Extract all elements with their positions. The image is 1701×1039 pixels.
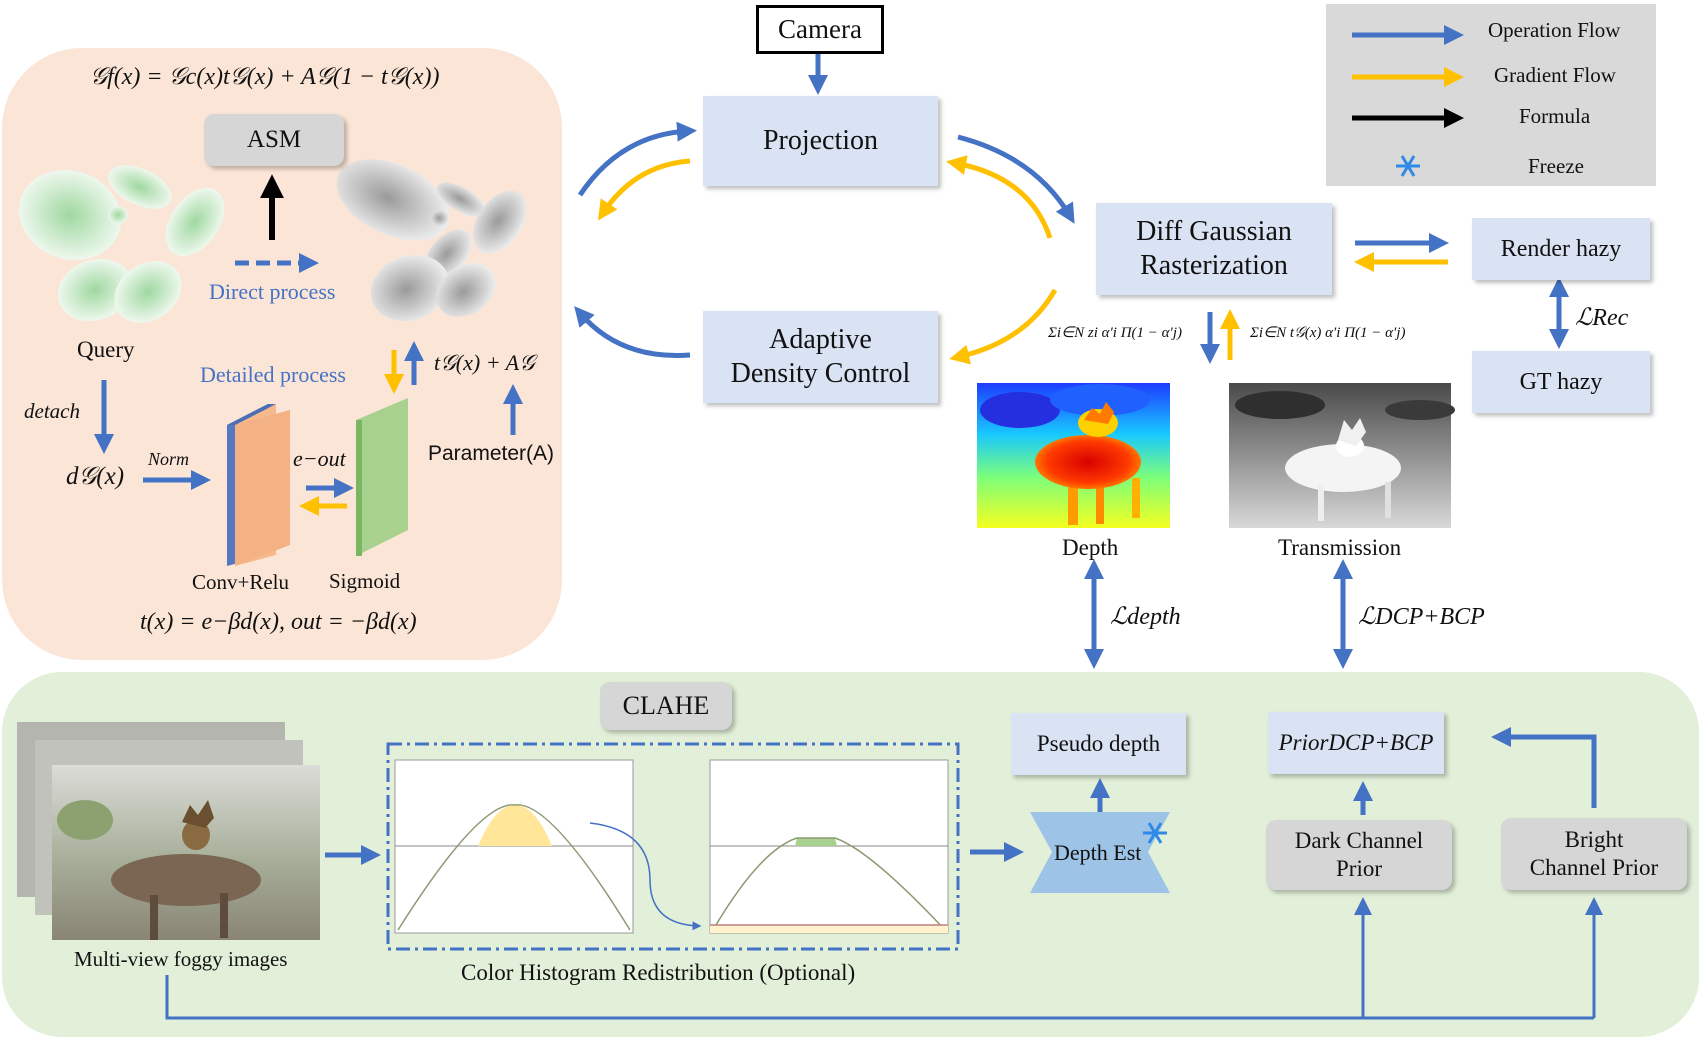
multiview-label: Multi-view foggy images: [74, 947, 288, 971]
projection-box: Projection: [703, 96, 938, 186]
loss-depth-label: ℒdepth: [1110, 604, 1181, 630]
asm-box: ASM: [204, 114, 344, 166]
conv-relu-label: Conv+Relu: [192, 570, 290, 594]
legend-gradient-flow: Gradient Flow: [1494, 63, 1616, 87]
sigmoid-label: Sigmoid: [329, 569, 401, 593]
depth-est-snowflake-icon: [1143, 822, 1167, 844]
sigmoid-block: [356, 398, 408, 556]
depth-est-label: Depth Est: [1054, 840, 1142, 865]
loss-dcp-bcp-label: ℒDCP+BCP: [1358, 604, 1485, 630]
depth-map-image: [977, 383, 1170, 528]
asm-formula: 𝒢f(x) = 𝒢c(x)t𝒢(x) + A𝒢(1 − t𝒢(x)): [90, 64, 440, 90]
distance-label: d𝒢(x): [66, 463, 125, 490]
detach-label: detach: [24, 399, 80, 423]
legend-freeze: Freeze: [1528, 154, 1584, 178]
norm-label: Norm: [148, 449, 190, 469]
transmission-plus-a-label: t𝒢(x) + A𝒢: [434, 350, 535, 375]
diff-gaussian-rasterization-box: Diff Gaussian Rasterization: [1096, 203, 1332, 295]
direct-process-label: Direct process: [209, 279, 336, 304]
e-out-label: e−out: [293, 446, 346, 471]
depth-rendering-formula: Σi∈N zi α′i Π(1 − α′j): [1048, 325, 1182, 341]
depth-label: Depth: [1062, 535, 1119, 560]
histogram-frame: [386, 742, 960, 951]
gt-hazy-box: GT hazy: [1472, 351, 1650, 413]
snowflake-icon: [1396, 155, 1420, 177]
dark-channel-prior-box: Dark Channel Prior: [1266, 820, 1452, 890]
prior-dcp-bcp-box: PriorDCP+BCP: [1268, 712, 1444, 774]
query-label: Query: [77, 337, 135, 362]
loss-rec-label: ℒRec: [1575, 305, 1629, 331]
clahe-box: CLAHE: [600, 682, 732, 730]
detailed-process-label: Detailed process: [200, 362, 346, 387]
parameter-a-label: Parameter(A): [428, 442, 555, 465]
legend-operation-flow: Operation Flow: [1488, 18, 1621, 42]
bright-channel-prior-box: Bright Channel Prior: [1501, 818, 1687, 890]
render-hazy-box: Render hazy: [1472, 218, 1650, 280]
histogram-redistributed: [709, 759, 949, 934]
query-gaussians: [18, 165, 225, 323]
camera-box: Camera: [756, 5, 884, 54]
transmission-map-image: [1229, 383, 1455, 528]
pseudo-depth-box: Pseudo depth: [1011, 713, 1186, 775]
multiview-foggy-images: [17, 722, 320, 940]
transmission-label: Transmission: [1278, 535, 1402, 560]
transmission-rendering-formula: Σi∈N t𝒢(x) α′i Π(1 − α′j): [1250, 325, 1406, 341]
color-histogram-label: Color Histogram Redistribution (Optional…: [461, 960, 856, 985]
legend-formula: Formula: [1519, 104, 1591, 128]
adaptive-density-control-box: Adaptive Density Control: [703, 311, 938, 403]
transmission-formula: t(x) = e−βd(x), out = −βd(x): [140, 609, 417, 635]
histogram-original: [394, 759, 634, 934]
hazy-gaussians: [336, 159, 527, 322]
depth-est-network: [1030, 812, 1170, 893]
conv-relu-block: [227, 404, 290, 566]
